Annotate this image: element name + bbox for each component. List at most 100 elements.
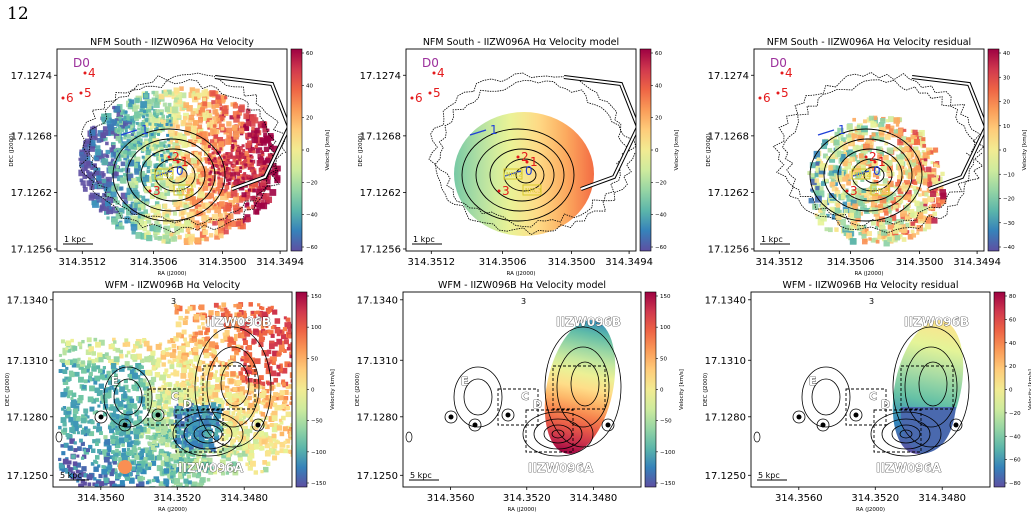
velocity-pixel (137, 426, 144, 433)
velocity-pixel (72, 413, 77, 418)
velocity-pixel (161, 362, 166, 367)
velocity-pixel (232, 155, 236, 159)
velocity-pixel (173, 384, 177, 388)
velocity-pixel (197, 387, 203, 393)
velocity-pixel (233, 425, 240, 431)
velocity-pixel (178, 471, 183, 476)
velocity-pixel (207, 426, 211, 431)
velocity-pixel (924, 192, 929, 197)
velocity-pixel (230, 102, 235, 107)
velocity-pixel (160, 460, 167, 467)
slit-inner (911, 76, 984, 190)
velocity-pixel (211, 373, 218, 379)
velocity-pixel (196, 388, 201, 393)
flux-contour (166, 166, 188, 184)
velocity-pixel (174, 423, 180, 429)
velocity-pixel (215, 94, 221, 100)
velocity-pixel (169, 471, 176, 478)
velocity-pixel (867, 158, 872, 163)
velocity-pixel (163, 455, 169, 461)
velocity-pixel (192, 440, 198, 447)
velocity-pixel (207, 375, 213, 380)
velocity-pixel (63, 409, 69, 415)
velocity-pixel (150, 444, 157, 451)
flux-contour (570, 361, 600, 407)
velocity-pixel (154, 371, 161, 378)
velocity-pixel (271, 426, 278, 433)
velocity-pixel (173, 131, 178, 136)
velocity-pixel (243, 165, 247, 169)
velocity-pixel (184, 315, 189, 320)
velocity-pixel (220, 154, 224, 158)
velocity-pixel (235, 435, 239, 440)
velocity-pixel (216, 117, 220, 122)
velocity-pixel (136, 140, 140, 144)
velocity-pixel (286, 425, 291, 431)
velocity-pixel (199, 429, 203, 434)
point-source-contour (151, 408, 165, 422)
label-iizw096a: IIZW096A (876, 461, 942, 475)
velocity-pixel (117, 168, 121, 172)
velocity-pixel (933, 177, 938, 182)
velocity-pixel (134, 409, 140, 415)
velocity-pixel (97, 183, 103, 189)
velocity-pixel (189, 350, 193, 355)
region-marker-blue (155, 170, 173, 177)
velocity-pixel (285, 386, 289, 390)
velocity-pixel (224, 329, 230, 335)
velocity-pixel (913, 159, 921, 167)
velocity-pixel (929, 190, 937, 198)
velocity-pixel (113, 105, 120, 113)
velocity-pixel (78, 483, 84, 487)
velocity-pixel (128, 151, 132, 155)
velocity-pixel (149, 225, 156, 232)
velocity-pixel (849, 157, 853, 162)
velocity-pixel (172, 349, 177, 354)
velocity-pixel (839, 212, 845, 218)
velocity-pixel (80, 479, 86, 484)
velocity-pixel (143, 419, 149, 424)
velocity-pixel (245, 120, 252, 127)
velocity-pixel (213, 302, 219, 308)
velocity-pixel (102, 449, 108, 455)
velocity-pixel (148, 379, 155, 386)
velocity-pixel (233, 337, 238, 342)
velocity-pixel (159, 452, 164, 457)
velocity-pixel (119, 471, 124, 476)
velocity-pixel (97, 171, 105, 178)
velocity-pixel (182, 176, 188, 182)
velocity-pixel (237, 152, 243, 158)
velocity-pixel (834, 227, 839, 232)
colorbar-tick-label: 150 (311, 294, 322, 300)
velocity-pixel (166, 115, 170, 119)
velocity-pixel (82, 481, 87, 486)
velocity-pixel (120, 145, 124, 149)
velocity-pixel (229, 321, 234, 327)
velocity-pixel (271, 360, 276, 366)
velocity-pixel (135, 374, 141, 380)
velocity-pixel (204, 344, 210, 351)
velocity-pixel (884, 186, 889, 190)
velocity-pixel (155, 432, 159, 437)
velocity-pixel (168, 164, 174, 170)
velocity-pixel (131, 444, 137, 450)
flux-contour (881, 418, 931, 450)
velocity-pixel (142, 174, 150, 182)
velocity-pixel (133, 433, 140, 440)
region-marker (83, 71, 87, 75)
region-marker (497, 189, 501, 193)
velocity-pixel (82, 144, 89, 151)
velocity-pixel (243, 432, 247, 437)
velocity-pixel (80, 417, 87, 424)
velocity-pixel (220, 338, 225, 343)
velocity-pixel (223, 229, 229, 235)
velocity-pixel (176, 162, 182, 168)
velocity-pixel (124, 129, 128, 133)
y-tick-label: 17.1340 (357, 295, 398, 306)
velocity-pixel (182, 116, 188, 121)
colorbar-tick-label: 40 (1003, 51, 1010, 57)
velocity-pixel (271, 415, 278, 422)
region-marker (780, 71, 784, 75)
velocity-pixel (847, 225, 853, 231)
velocity-pixel (188, 450, 195, 456)
